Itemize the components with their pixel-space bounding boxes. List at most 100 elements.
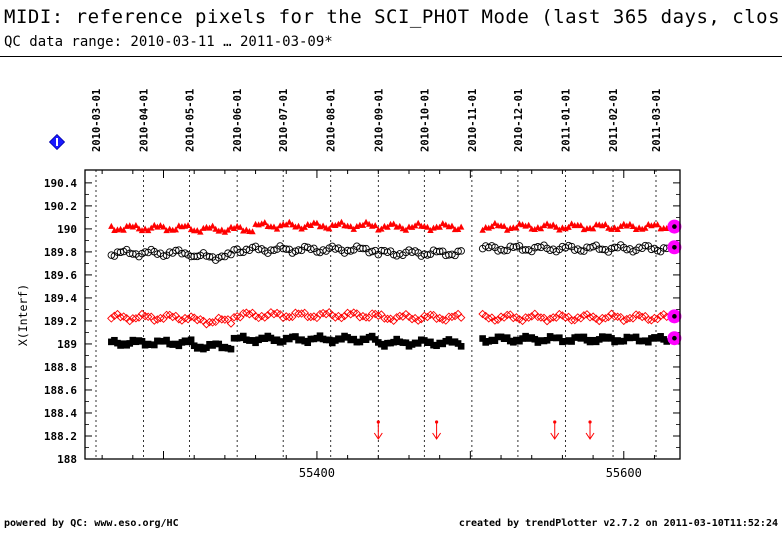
date-tick-label: 2010-07-01: [278, 89, 290, 152]
data-point-diamond: [594, 316, 604, 326]
grid-layer: [95, 170, 657, 459]
data-point-circle: [282, 245, 290, 253]
data-point-triangle: [617, 222, 624, 229]
data-point-triangle: [623, 222, 631, 229]
data-point-triangle: [335, 220, 342, 227]
data-point-circle: [129, 250, 137, 258]
data-point-circle: [610, 243, 619, 252]
outlier-arrow-dot: [435, 420, 439, 424]
data-point-diamond: [548, 313, 558, 322]
info-diamond-icon[interactable]: [49, 134, 65, 150]
data-point-diamond: [417, 314, 426, 324]
outlier-arrow-dot: [553, 420, 557, 424]
data-point-diamond: [542, 316, 552, 326]
data-point-square: [414, 340, 422, 347]
data-point-circle: [230, 246, 238, 254]
data-point-diamond: [567, 316, 576, 325]
data-point-square: [175, 342, 183, 350]
data-point-triangle: [500, 222, 508, 229]
data-point-diamond: [499, 313, 509, 322]
data-point-diamond: [331, 313, 340, 322]
data-point-diamond: [604, 312, 613, 322]
y-axis-label: X(Interf): [16, 284, 30, 346]
data-point-square: [645, 338, 652, 346]
data-point-circle: [356, 244, 364, 252]
data-point-diamond: [315, 309, 325, 319]
x-tick-label: 55600: [606, 466, 642, 480]
data-point-diamond: [131, 314, 141, 323]
data-point-circle: [641, 241, 650, 250]
data-point-square: [479, 335, 486, 342]
data-point-diamond: [653, 314, 662, 324]
qc-data-range: QC data range: 2010-03-11 … 2011-03-09*: [4, 34, 333, 50]
outlier-arrow-head: [432, 432, 442, 440]
data-point-circle: [294, 246, 303, 254]
data-point-square: [279, 338, 287, 345]
data-point-triangle: [654, 221, 661, 228]
labels-layer: 2010-03-01 2010-04-01 2010-05-01 2010-06-01…: [16, 89, 663, 480]
data-point-triangle: [614, 225, 621, 232]
data-point-triangle: [144, 227, 152, 234]
data-point-triangle: [362, 218, 370, 225]
data-point-square: [568, 338, 575, 345]
data-point-diamond: [493, 315, 503, 324]
data-point-diamond: [110, 311, 119, 321]
data-point-triangle: [108, 222, 115, 229]
data-point-diamond: [321, 309, 331, 319]
data-point-square: [151, 341, 158, 349]
date-tick-label: 2010-12-01: [513, 89, 525, 152]
data-point-circle: [500, 246, 508, 255]
data-point-square: [402, 339, 410, 347]
y-tick-label: 190.4: [44, 177, 77, 190]
data-point-diamond: [413, 316, 423, 325]
data-point-square: [304, 339, 312, 347]
latest-point-core: [672, 335, 677, 341]
data-point-triangle: [488, 223, 496, 230]
latest-point-core: [672, 314, 677, 319]
data-point-square: [368, 332, 376, 340]
data-point-square: [503, 334, 511, 341]
outlier-arrow-head: [550, 432, 560, 440]
data-point-circle: [518, 246, 527, 254]
data-point-diamond: [496, 312, 506, 321]
data-point-circle: [159, 252, 168, 260]
data-point-diamond: [570, 315, 579, 325]
y-tick-label: 189.8: [44, 246, 77, 259]
data-point-triangle: [295, 222, 302, 229]
data-point-circle: [187, 252, 195, 261]
data-point-diamond: [226, 319, 236, 328]
data-point-square: [203, 344, 210, 351]
data-point-triangle: [485, 224, 492, 231]
points-layer: [107, 218, 682, 440]
data-point-diamond: [337, 313, 346, 323]
data-point-circle: [236, 248, 244, 257]
data-point-diamond: [579, 311, 589, 320]
data-point-diamond: [269, 309, 279, 319]
data-point-diamond: [576, 314, 586, 323]
data-point-diamond: [447, 312, 457, 322]
data-point-circle: [218, 252, 226, 260]
data-point-circle: [307, 245, 315, 254]
data-point-diamond: [573, 313, 582, 322]
data-point-diamond: [619, 316, 629, 326]
data-point-diamond: [644, 315, 653, 324]
data-point-circle: [512, 242, 521, 251]
powered-by-footer: powered by QC: www.eso.org/HC: [4, 518, 179, 529]
data-point-triangle: [491, 219, 499, 226]
data-point-triangle: [424, 223, 431, 230]
data-point-triangle: [347, 223, 354, 230]
data-point-diamond: [601, 314, 610, 323]
date-tick-label: 2011-01-01: [560, 89, 572, 152]
data-point-diamond: [450, 311, 460, 321]
data-point-triangle: [319, 222, 327, 229]
data-point-diamond: [116, 312, 125, 322]
data-point-triangle: [230, 224, 238, 231]
data-point-triangle: [129, 223, 137, 230]
data-point-diamond: [285, 312, 294, 322]
data-point-square: [663, 338, 671, 345]
data-point-diamond: [229, 312, 239, 322]
data-point-diamond: [509, 313, 518, 323]
data-point-diamond: [625, 313, 635, 323]
data-point-triangle: [218, 226, 226, 233]
